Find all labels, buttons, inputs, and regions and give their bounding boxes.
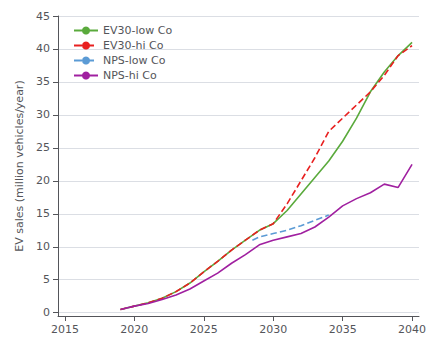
svg-text:40: 40	[36, 42, 50, 55]
svg-text:20: 20	[36, 174, 50, 187]
svg-text:2040: 2040	[398, 323, 426, 336]
svg-text:2015: 2015	[51, 323, 79, 336]
svg-text:EV30-low Co: EV30-low Co	[103, 24, 172, 37]
svg-text:NPS-hi Co: NPS-hi Co	[103, 69, 157, 82]
svg-text:35: 35	[36, 75, 50, 88]
svg-text:2020: 2020	[120, 323, 148, 336]
svg-text:0: 0	[43, 306, 50, 319]
svg-text:10: 10	[36, 240, 50, 253]
svg-text:EV sales (million vehicles/yea: EV sales (million vehicles/year)	[13, 80, 26, 251]
svg-text:2030: 2030	[259, 323, 287, 336]
svg-text:EV30-hi Co: EV30-hi Co	[103, 39, 164, 52]
svg-text:5: 5	[43, 273, 50, 286]
svg-text:15: 15	[36, 207, 50, 220]
svg-text:25: 25	[36, 141, 50, 154]
svg-text:45: 45	[36, 10, 50, 23]
svg-text:2035: 2035	[329, 323, 357, 336]
svg-text:2025: 2025	[190, 323, 218, 336]
svg-text:30: 30	[36, 108, 50, 121]
svg-text:NPS-low Co: NPS-low Co	[103, 54, 166, 67]
